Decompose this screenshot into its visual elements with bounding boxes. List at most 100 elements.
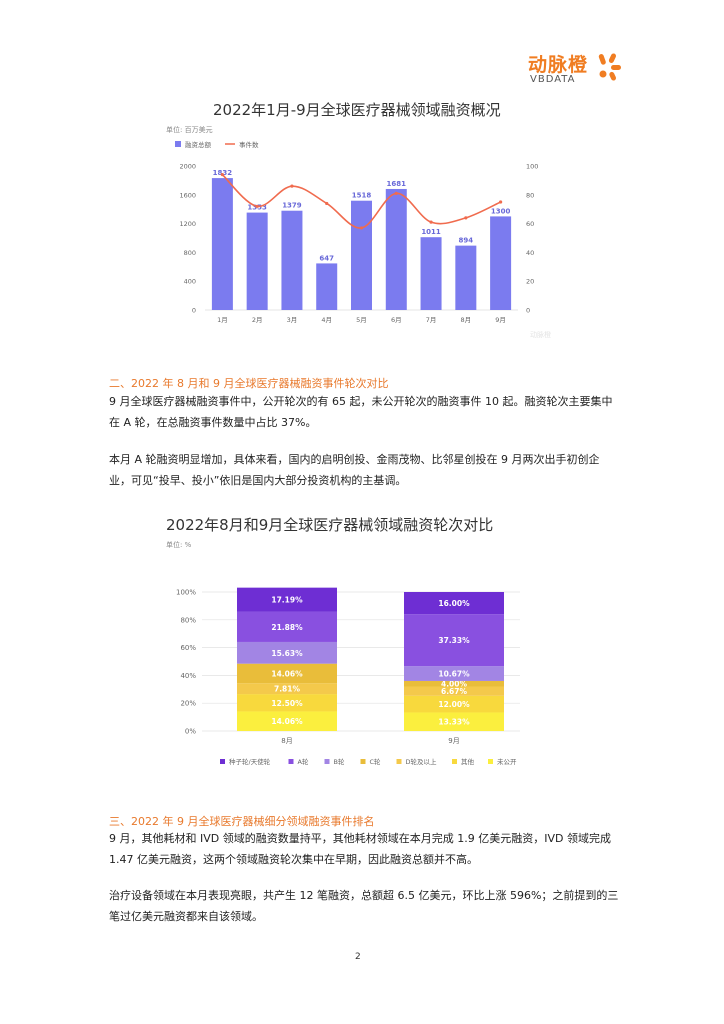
- logo-text-cn: 动脉橙: [528, 54, 589, 76]
- bar: [281, 210, 303, 310]
- line-point: [359, 226, 364, 230]
- logo-text-en: VBDATA: [530, 74, 576, 85]
- segment-value-label: 17.19%: [271, 596, 303, 605]
- segment-value-label: 4.00%: [441, 680, 468, 689]
- y2-tick-label: 20: [526, 278, 534, 286]
- segment-value-label: 12.50%: [271, 699, 303, 708]
- x-tick-label: 9月: [495, 316, 506, 324]
- bar-value-label: 1681: [387, 180, 407, 188]
- x-tick-label: 4月: [321, 316, 332, 324]
- y2-tick-label: 0: [526, 307, 530, 315]
- y2-tick-label: 40: [526, 249, 534, 257]
- page-number: 2: [355, 952, 361, 962]
- y-tick-label: 20%: [180, 700, 196, 708]
- stack-segment: [404, 592, 504, 615]
- bar-value-label: 1011: [421, 228, 441, 236]
- segment-value-label: 16.00%: [438, 599, 470, 608]
- stack-segment: [237, 694, 337, 712]
- section2-paragraph-2: 本月 A 轮融资明显增加，具体来看，国内的启明创投、金雨茂物、比邻星创投在 9 …: [109, 453, 600, 487]
- bar: [316, 263, 338, 310]
- x-tick-label: 8月: [281, 737, 292, 745]
- segment-value-label: 15.63%: [271, 649, 303, 658]
- line-point: [499, 200, 503, 204]
- funding-overview-chart: 融资总额事件数040080012001600200002040608010018…: [175, 140, 551, 339]
- y2-tick-label: 100: [526, 163, 538, 171]
- round-comparison-chart: 0% 20% 40% 60% 80% 100% 14.06% 12.50% 7.81% 14.06…: [176, 587, 520, 766]
- legend-label: 其他: [461, 757, 475, 766]
- y-tick-label: 60%: [180, 644, 196, 652]
- bar-value-label: 894: [459, 237, 474, 245]
- y-tick-label: 0: [192, 307, 196, 315]
- stack-segment: [404, 680, 504, 687]
- segment-value-label: 12.00%: [438, 700, 470, 709]
- legend-swatch: [452, 759, 457, 764]
- y-tick-label: 0%: [185, 728, 196, 736]
- stack-segment: [404, 695, 504, 713]
- bar: [385, 188, 407, 310]
- y-tick-label: 100%: [176, 589, 196, 597]
- stack-segment: [237, 587, 337, 612]
- chart2-unit-label: 单位: %: [166, 541, 192, 549]
- bar-value-label: 1379: [282, 202, 302, 210]
- line-point: [394, 191, 398, 195]
- line-point: [429, 220, 433, 224]
- chart1-title: 2022年1月-9月全球医疗器械领域融资概况: [213, 101, 501, 119]
- y2-tick-label: 80: [526, 191, 534, 199]
- segment-value-label: 7.81%: [274, 685, 301, 694]
- section2-paragraph-1: 9 月全球医疗器械融资事件中，公开轮次的有 65 起，未公开轮次的融资事件 10…: [109, 395, 613, 429]
- stack-segment: [237, 641, 337, 664]
- legend-label: B轮: [334, 757, 345, 766]
- section3-paragraph-2: 治疗设备领域在本月表现亮眼，共产生 12 笔融资，总额超 6.5 亿美元，环比上…: [109, 889, 619, 923]
- stack-segment: [237, 683, 337, 695]
- segment-value-label: 14.06%: [271, 717, 303, 726]
- bar-value-label: 1300: [491, 207, 511, 215]
- stack-segment: [404, 614, 504, 667]
- stack-segment: [237, 611, 337, 642]
- y-tick-label: 1200: [179, 220, 196, 228]
- x-tick-label: 7月: [426, 316, 437, 324]
- vbdata-logo: 动脉橙 VBDATA: [520, 48, 621, 90]
- x-tick-label: 9月: [448, 737, 459, 745]
- y-tick-label: 800: [184, 249, 196, 257]
- y-tick-label: 40%: [180, 672, 196, 680]
- y-tick-label: 1600: [179, 191, 196, 199]
- chart1-unit-label: 单位: 百万美元: [166, 126, 213, 134]
- legend-bar-label: 融资总额: [185, 140, 212, 149]
- line-point: [220, 173, 224, 177]
- segment-value-label: 21.88%: [271, 623, 303, 632]
- section3-heading: 三、2022 年 9 月全球医疗器械细分领域融资事件排名: [109, 815, 375, 828]
- orange-burst-icon: [598, 53, 621, 81]
- y-tick-label: 80%: [180, 616, 196, 624]
- legend-line-label: 事件数: [239, 140, 259, 149]
- legend-label: C轮: [370, 757, 382, 766]
- bar: [420, 237, 442, 310]
- chart2-title: 2022年8月和9月全球医疗器械领域融资轮次对比: [166, 516, 494, 534]
- line-point: [290, 184, 294, 188]
- y-tick-label: 2000: [179, 163, 196, 171]
- line-point: [255, 204, 259, 208]
- legend-bar-swatch: [175, 141, 181, 147]
- watermark: 动脉橙: [530, 330, 551, 339]
- legend-swatch: [220, 759, 225, 764]
- bar-value-label: 647: [319, 254, 334, 262]
- segment-value-label: 6.67%: [441, 687, 468, 696]
- x-tick-label: 2月: [252, 316, 263, 324]
- legend-swatch: [324, 759, 330, 764]
- bar: [246, 212, 268, 310]
- legend-swatch: [488, 759, 493, 764]
- stack-segment: [237, 711, 337, 731]
- y2-tick-label: 60: [526, 220, 534, 228]
- segment-value-label: 14.06%: [271, 669, 303, 678]
- section2-heading: 二、2022 年 8 月和 9 月全球医疗器械融资事件轮次对比: [109, 377, 389, 390]
- section3-paragraph-1: 9 月，其他耗材和 IVD 领域的融资数量持平，其他耗材领域在本月完成 1.9 …: [109, 832, 611, 866]
- bar: [490, 216, 512, 310]
- stack-segment: [404, 666, 504, 681]
- segment-value-label: 10.67%: [438, 670, 470, 679]
- legend-label: A轮: [298, 757, 309, 766]
- stack-segment: [404, 712, 504, 731]
- legend-label: 未公开: [497, 757, 517, 766]
- stack-segment: [237, 663, 337, 684]
- bar: [455, 245, 477, 310]
- line-point: [325, 201, 329, 206]
- legend-label: D轮及以上: [406, 757, 438, 766]
